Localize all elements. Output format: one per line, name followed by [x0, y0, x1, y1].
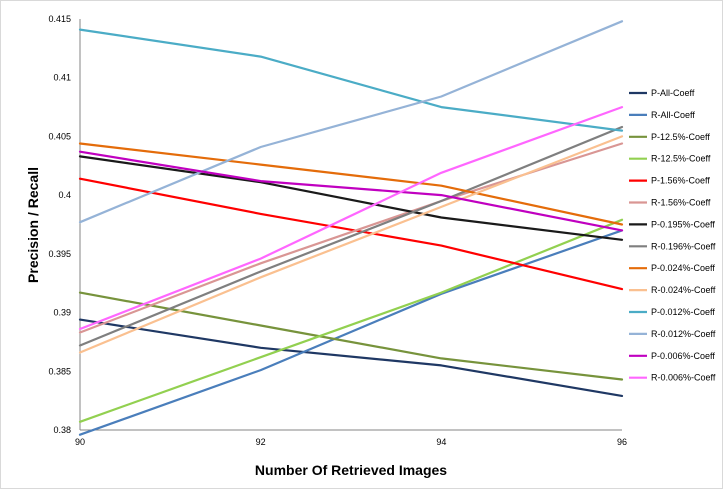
legend-label: R-12.5%-Coeff	[651, 154, 711, 164]
x-tick-label: 90	[75, 437, 85, 447]
legend-label: R-0.024%-Coeff	[651, 285, 716, 295]
series-lines	[78, 20, 624, 436]
y-tick-label: 0.395	[48, 249, 71, 259]
legend-label: P-0.012%-Coeff	[651, 307, 715, 317]
series-line-10	[78, 28, 624, 132]
legend-label: R-0.012%-Coeff	[651, 329, 716, 339]
y-tick-label: 0.385	[48, 366, 71, 376]
x-tick-label: 96	[617, 437, 627, 447]
x-axis-title: Number Of Retrieved Images	[255, 462, 447, 478]
legend-label: R-0.006%-Coeff	[651, 373, 716, 383]
x-tick-label: 92	[256, 437, 266, 447]
series-line-8	[78, 142, 624, 226]
x-tick-labels: 90 92 94 96	[75, 437, 627, 447]
series-line-3	[78, 218, 624, 423]
series-line-9	[78, 135, 624, 354]
legend-label: P-1.56%-Coeff	[651, 176, 710, 186]
series-line-6	[78, 155, 624, 241]
legend-label: P-12.5%-Coeff	[651, 132, 710, 142]
y-tick-label: 0.39	[53, 308, 71, 318]
series-line-1	[78, 229, 624, 436]
legend-label: P-0.024%-Coeff	[651, 263, 715, 273]
axes	[79, 19, 622, 431]
y-tick-label: 0.405	[48, 131, 71, 141]
legend: P-All-Coeff R-All-Coeff P-12.5%-Coeff R-12.…	[629, 88, 716, 383]
x-tick-label: 94	[436, 437, 446, 447]
legend-label: R-0.196%-Coeff	[651, 241, 716, 251]
legend-label: P-All-Coeff	[651, 88, 695, 98]
series-line-12	[78, 150, 624, 232]
series-line-4	[78, 177, 624, 291]
legend-label: P-0.006%-Coeff	[651, 351, 715, 361]
y-tick-label: 0.38	[53, 425, 71, 435]
series-line-7	[78, 125, 624, 347]
y-tick-label: 0.4	[58, 190, 71, 200]
y-tick-label: 0.415	[48, 14, 71, 24]
legend-label: P-0.195%-Coeff	[651, 219, 715, 229]
y-tick-labels: 0.38 0.385 0.39 0.395 0.4 0.405 0.41 0.415	[48, 14, 71, 435]
legend-label: R-All-Coeff	[651, 110, 695, 120]
y-axis-title: Precision / Recall	[25, 167, 41, 283]
legend-label: R-1.56%-Coeff	[651, 198, 711, 208]
series-line-13	[78, 105, 624, 331]
series-line-11	[78, 20, 624, 224]
series-line-0	[78, 318, 624, 397]
y-tick-label: 0.41	[53, 73, 71, 83]
